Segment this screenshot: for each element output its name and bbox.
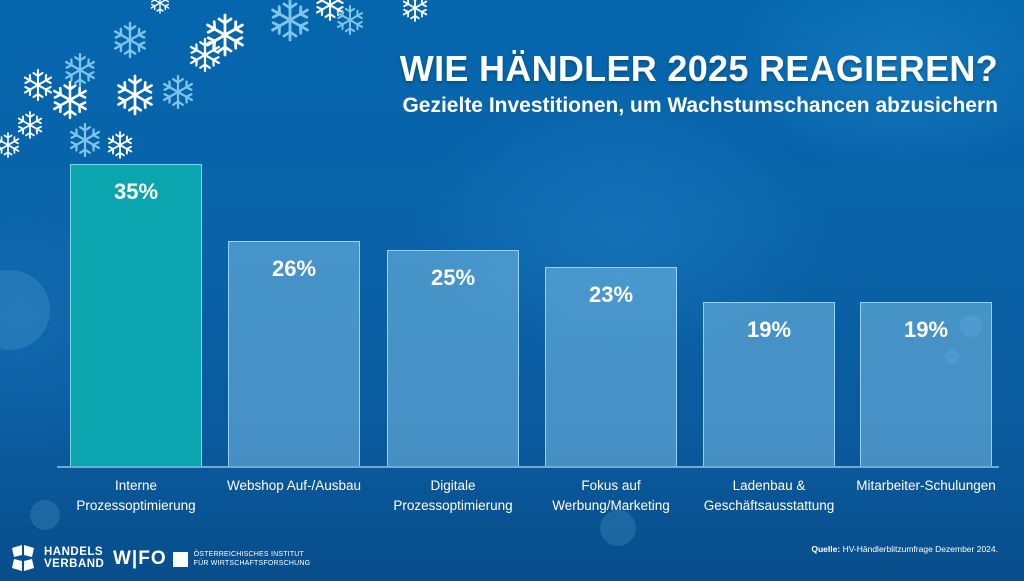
label-line: Webshop Auf-/Ausbau — [226, 478, 362, 493]
bar-value-label: 26% — [271, 256, 317, 281]
label-line: Ladenbau & — [732, 478, 806, 493]
bar-ladenbau: 19% — [703, 302, 835, 466]
x-axis-line — [57, 466, 999, 468]
x-axis-label: Digitale Prozessoptimierung — [368, 476, 538, 516]
x-axis-label: Webshop Auf-/Ausbau — [209, 476, 379, 496]
bar-digitale-prozessoptimierung: 25% — [387, 250, 519, 466]
bar-value-label: 35% — [113, 179, 159, 204]
bar-webshop: 26% — [228, 241, 360, 466]
source-text: HV-Händlerblitzumfrage Dezember 2024. — [842, 544, 998, 554]
label-line: Interne — [114, 478, 158, 493]
label-line: Werbung/Marketing — [552, 498, 670, 513]
label-line: Prozessoptimierung — [76, 498, 196, 513]
chart-title: WIE HÄNDLER 2025 REAGIEREN? — [399, 48, 998, 89]
x-axis-label: Mitarbeiter-Schulungen — [841, 476, 1011, 496]
bar-value-label: 19% — [903, 317, 949, 342]
label-line: Geschäftsausstattung — [703, 498, 835, 513]
source-note: Quelle: HV-Händlerblitzumfrage Dezember … — [811, 544, 998, 554]
wifo-wordmark: W|FO — [113, 548, 167, 569]
label-line: Prozessoptimierung — [393, 498, 513, 513]
wifo-subtitle: ÖSTERREICHISCHES INSTITUT — [193, 551, 305, 558]
logo-text: VERBAND — [44, 558, 105, 570]
label-line: Fokus auf — [581, 478, 641, 493]
bar-value-label: 25% — [430, 265, 476, 290]
source-label: Quelle: — [811, 544, 841, 554]
bar-value-label: 19% — [746, 317, 792, 342]
x-axis-label: Interne Prozessoptimierung — [51, 476, 221, 516]
bar-interne-prozessoptimierung: 35% — [70, 164, 202, 466]
wifo-logo: W|FO ÖSTERREICHISCHES INSTITUT FÜR WIRTS… — [113, 548, 310, 570]
x-axis-label: Ladenbau & Geschäftsausstattung — [684, 476, 854, 516]
bar-mitarbeiter-schulungen: 19% — [860, 302, 992, 466]
bokeh-light — [30, 500, 60, 530]
label-line: Digitale — [430, 478, 476, 493]
x-axis-label: Fokus auf Werbung/Marketing — [526, 476, 696, 516]
label-line: Mitarbeiter-Schulungen — [856, 478, 996, 493]
logo-text: HANDELS — [44, 546, 104, 558]
bokeh-light — [600, 510, 636, 546]
bar-value-label: 23% — [588, 282, 634, 307]
handelsverband-emblem-icon — [12, 545, 34, 571]
handelsverband-logo: HANDELS VERBAND — [8, 544, 104, 572]
bar-werbung-marketing: 23% — [545, 267, 677, 466]
chart-subtitle: Gezielte Investitionen, um Wachstumschan… — [402, 94, 998, 117]
wifo-subtitle: FÜR WIRTSCHAFTSFORSCHUNG — [193, 560, 311, 567]
wifo-square-icon — [172, 551, 188, 567]
